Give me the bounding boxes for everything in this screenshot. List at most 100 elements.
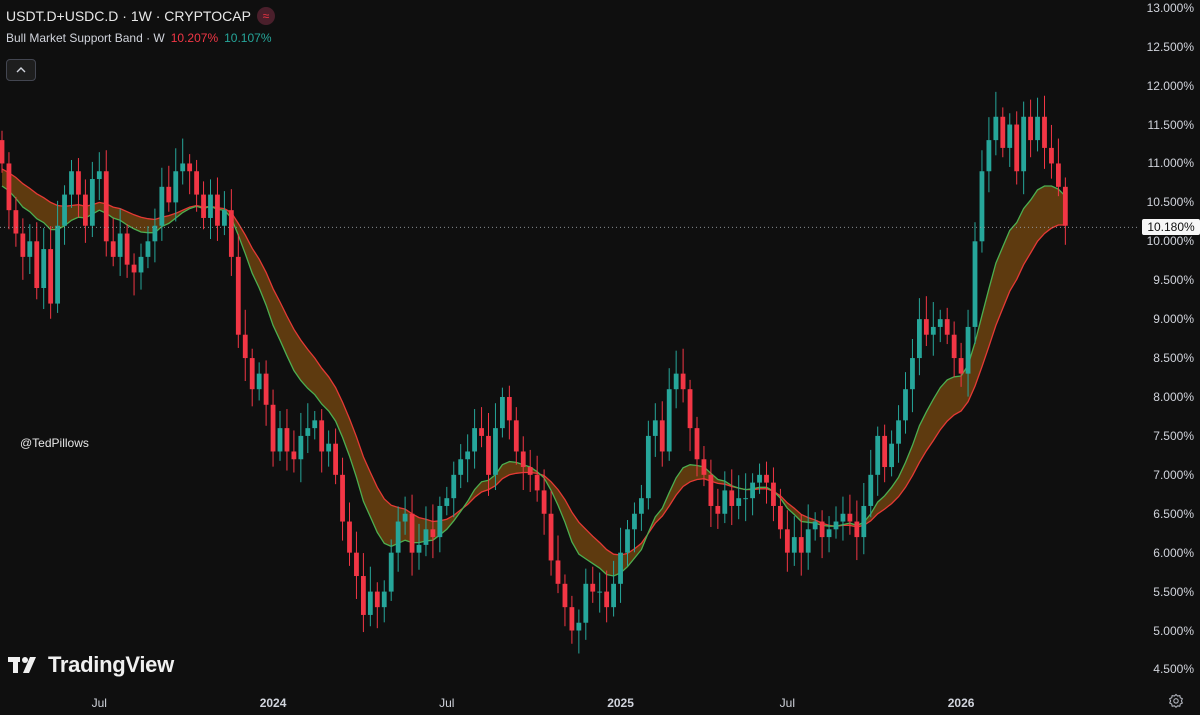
candle-down	[569, 607, 575, 631]
candle-down	[541, 490, 547, 514]
candle-down	[687, 389, 693, 429]
candle-down	[729, 490, 735, 506]
candle-up	[472, 428, 477, 452]
candle-up	[159, 186, 165, 226]
candle-down	[479, 428, 484, 436]
candle-up	[145, 241, 151, 257]
candle-down	[506, 396, 512, 421]
candle-up	[840, 513, 846, 522]
gear-icon[interactable]	[1168, 693, 1184, 709]
candle-up	[1007, 124, 1013, 148]
price-tick-label: 5.500%	[1153, 584, 1194, 599]
candle-up	[256, 373, 262, 390]
price-tick-label: 11.500%	[1147, 117, 1194, 132]
symbol-title[interactable]: USDT.D+USDC.D · 1W · CRYPTOCAP	[6, 8, 251, 24]
indicator-row[interactable]: Bull Market Support Band · W 10.207% 10.…	[6, 30, 275, 46]
candle-up	[993, 116, 999, 141]
candle-up	[937, 319, 943, 327]
candle-down	[534, 474, 540, 491]
price-tick-label: 8.000%	[1153, 389, 1194, 404]
price-tick-label: 10.500%	[1146, 195, 1194, 210]
time-tick-label: Jul	[439, 696, 455, 710]
candle-up	[500, 396, 505, 429]
candle-up	[917, 319, 922, 359]
candle-down	[562, 583, 568, 608]
price-axis[interactable]: 13.000% 12.500% 12.000% 11.500% 11.000% 10.50…	[1140, 0, 1200, 685]
candle-down	[1049, 147, 1054, 164]
candle-down	[513, 420, 519, 452]
candle-down	[291, 451, 297, 460]
candle-down	[527, 467, 533, 475]
candle-down	[778, 505, 783, 530]
candle-down	[0, 140, 5, 164]
candle-down	[708, 474, 714, 506]
chart-legend: USDT.D+USDC.D · 1W · CRYPTOCAP ≈ Bull Ma…	[6, 6, 275, 46]
candle-down	[215, 194, 220, 226]
candle-down	[486, 435, 491, 475]
candle-down	[430, 529, 436, 538]
candle-up	[875, 435, 881, 475]
indicator-name[interactable]: Bull Market Support Band · W	[6, 31, 165, 45]
candle-down	[340, 474, 345, 522]
candle-down	[694, 428, 700, 460]
candle-down	[13, 210, 19, 234]
candle-up	[208, 194, 213, 218]
tradingview-logo[interactable]: TradingView	[8, 652, 174, 678]
candle-down	[764, 474, 769, 483]
approx-icon[interactable]: ≈	[256, 7, 275, 25]
time-axis[interactable]: Jul 2024 Jul 2025 Jul 2026	[0, 685, 1140, 715]
candle-down	[958, 358, 964, 374]
candle-down	[374, 591, 380, 608]
candle-down	[1042, 116, 1047, 148]
candle-up	[673, 373, 679, 390]
time-tick-label: 2025	[607, 696, 634, 710]
candle-down	[847, 513, 853, 522]
price-tick-label: 10.000%	[1146, 234, 1194, 249]
candle-up	[722, 490, 728, 514]
candle-down	[284, 428, 290, 452]
candle-up	[305, 428, 311, 436]
collapse-legend-button[interactable]	[6, 59, 36, 81]
candle-up	[416, 544, 422, 553]
symbol-row[interactable]: USDT.D+USDC.D · 1W · CRYPTOCAP ≈	[6, 6, 275, 26]
candle-down	[319, 420, 325, 452]
candle-up	[618, 552, 623, 584]
candle-down	[1000, 116, 1006, 148]
indicator-value-1: 10.207%	[170, 31, 219, 45]
indicator-value-2: 10.107%	[224, 31, 272, 45]
candle-down	[103, 171, 109, 242]
candle-down	[659, 420, 665, 452]
band-slow-line	[1, 168, 1066, 556]
candle-up	[896, 420, 901, 444]
candle-up	[639, 498, 644, 514]
candle-up	[395, 521, 401, 553]
candle-down	[701, 459, 707, 475]
candle-up	[652, 420, 658, 436]
candle-up	[298, 435, 304, 460]
candle-down	[76, 171, 81, 195]
candle-up	[458, 459, 464, 475]
candle-up	[743, 498, 749, 500]
candle-up	[910, 358, 915, 390]
candle-up	[180, 163, 186, 172]
candle-up	[979, 171, 985, 242]
candle-down	[555, 560, 561, 584]
chart-plot-area[interactable]	[0, 0, 1140, 685]
candle-up	[277, 428, 283, 452]
candlestick-chart[interactable]	[0, 0, 1140, 685]
candle-down	[882, 435, 888, 468]
candle-up	[611, 583, 616, 608]
candle-up	[833, 521, 839, 530]
candle-up	[861, 505, 867, 538]
price-tick-label: 6.500%	[1153, 506, 1194, 521]
candle-down	[1028, 116, 1033, 141]
candle-up	[402, 513, 408, 522]
band-fast-line	[1, 185, 1066, 577]
price-tick-label: 4.500%	[1153, 662, 1194, 677]
candle-down	[604, 591, 610, 608]
candle-up	[986, 140, 992, 172]
candle-down	[242, 334, 248, 359]
candle-up	[173, 171, 179, 203]
candle-down	[235, 256, 241, 335]
candle-up	[666, 389, 672, 452]
